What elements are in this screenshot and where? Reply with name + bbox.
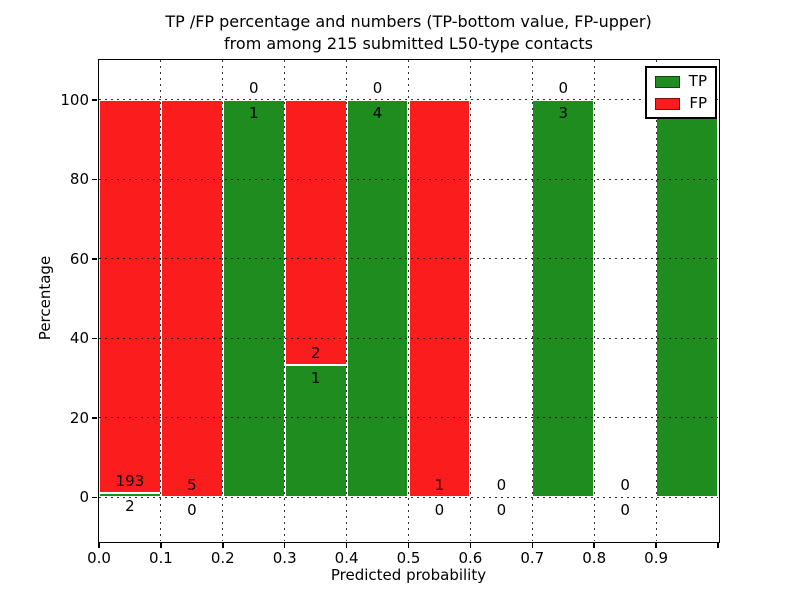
fp-count-label: 1 (434, 476, 445, 495)
gridline-vertical (346, 60, 348, 541)
x-tick-label: 0.0 (87, 549, 111, 567)
chart-title: TP /FP percentage and numbers (TP-bottom… (99, 11, 718, 55)
fp-count-label: 193 (115, 472, 145, 491)
tp-count-label: 0 (187, 501, 197, 520)
fp-count-label: 5 (187, 476, 197, 495)
gridline-vertical (593, 60, 595, 541)
bar-fp-segment (284, 99, 347, 365)
bar-tp-segment (222, 99, 285, 498)
tp-count-label: 1 (310, 368, 321, 387)
fp-count-label: 0 (496, 476, 507, 495)
y-tick-label: 80 (69, 170, 89, 189)
y-tick-label: 20 (69, 408, 89, 427)
tp-count-label: 0 (620, 501, 630, 520)
y-tick (92, 258, 97, 260)
plot-area: TP FP 19325001210410000300030.00.10.20.3… (60, 58, 720, 567)
fp-count-label: 0 (558, 78, 569, 97)
gridline-vertical (655, 60, 657, 541)
x-tick (593, 543, 595, 548)
fp-count-label: 0 (372, 78, 383, 97)
gridline-vertical (531, 60, 533, 541)
x-tick-label: 0.6 (458, 549, 483, 567)
x-tick-label: 0.5 (396, 549, 421, 567)
legend-label-tp: TP (688, 72, 707, 90)
bar-fp-segment (99, 99, 161, 494)
x-tick (345, 543, 348, 548)
bar-tp-segment (656, 99, 718, 498)
tp-count-label: 3 (558, 103, 569, 122)
x-tick (407, 543, 410, 548)
x-tick (160, 543, 162, 548)
x-tick (717, 543, 719, 548)
x-tick-label: 0.1 (148, 549, 173, 567)
bar-tp-segment (346, 99, 409, 498)
bar-fp-segment (160, 99, 223, 498)
y-tick (92, 178, 97, 181)
y-tick (92, 417, 97, 419)
chart-title-line1: TP /FP percentage and numbers (TP-bottom… (165, 12, 652, 31)
y-tick-label: 0 (79, 488, 89, 507)
gridline-vertical (408, 60, 409, 541)
y-tick (92, 337, 97, 340)
tp-count-label: 4 (372, 103, 383, 122)
gridline-vertical (469, 60, 471, 541)
x-tick (531, 543, 534, 548)
x-tick (222, 543, 224, 548)
x-tick-label: 0.2 (210, 549, 235, 567)
fp-count-label: 0 (248, 78, 259, 97)
legend-item-fp: FP (655, 96, 707, 111)
tp-count-label: 2 (125, 497, 135, 516)
x-tick (98, 543, 100, 548)
x-axis-label: Predicted probability (330, 566, 487, 584)
x-tick (469, 543, 472, 548)
gridline-vertical (284, 60, 286, 541)
bar-tp-segment (284, 364, 347, 498)
bar-tp-segment (532, 99, 595, 498)
tp-count-label: 1 (248, 103, 259, 122)
fp-count-label: 0 (620, 476, 630, 495)
chart-title-line2: from among 215 submitted L50-type contac… (224, 34, 593, 53)
x-tick (655, 543, 657, 548)
y-tick (92, 99, 97, 101)
gridline-vertical (160, 60, 162, 541)
y-tick (92, 496, 97, 499)
tp-count-label: 0 (434, 501, 445, 520)
y-tick-label: 60 (69, 249, 89, 268)
y-axis-label: Percentage (36, 255, 54, 341)
fp-count-label: 2 (310, 343, 321, 362)
x-tick-label: 0.4 (334, 549, 359, 567)
tp-count-label: 0 (496, 501, 507, 520)
legend: TP FP (645, 66, 717, 119)
gridline-vertical (222, 60, 224, 541)
legend-label-fp: FP (689, 94, 707, 112)
x-tick-label: 0.7 (520, 549, 545, 567)
legend-item-tp: TP (655, 74, 707, 89)
legend-swatch-fp (655, 97, 681, 110)
x-tick-label: 0.8 (582, 549, 607, 567)
x-tick (283, 543, 286, 548)
x-tick-label: 0.3 (272, 549, 297, 567)
bar-fp-segment (408, 99, 471, 498)
y-tick-label: 100 (60, 90, 89, 109)
x-tick-label: 0.9 (644, 549, 669, 567)
y-tick-label: 40 (69, 329, 89, 348)
legend-swatch-tp (655, 75, 680, 88)
